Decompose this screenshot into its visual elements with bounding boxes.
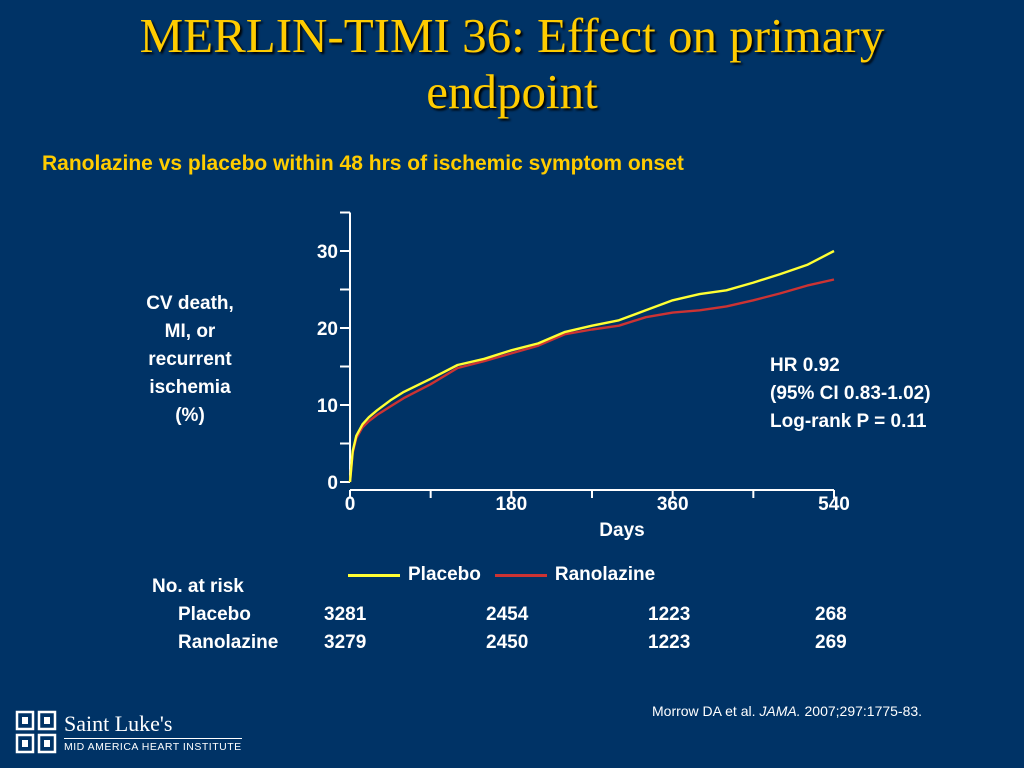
y-label-line: ischemia [149,377,231,398]
series-line-placebo [348,249,835,483]
y-label-line: (%) [175,405,205,426]
citation-authors: Morrow DA et al. [652,703,760,719]
at-risk-value: 268 [815,604,847,625]
y-axis-label: CV death, MI, or recurrent ischemia (%) [130,290,250,430]
at-risk-value: 1223 [648,632,691,653]
x-tick-label: 180 [495,494,527,515]
institution-logo: Saint Luke's MID AMERICA HEART INSTITUTE [14,708,242,756]
x-tick-label: 360 [657,494,689,515]
confidence-interval: (95% CI 0.83-1.02) [770,383,931,404]
chart-legend: Placebo Ranolazine [348,564,669,586]
y-label-line: recurrent [148,349,232,370]
at-risk-row: Placebo 3281 2454 1223 268 [178,604,847,626]
logo-subtitle: MID AMERICA HEART INSTITUTE [64,737,242,753]
at-risk-title: No. at risk [152,576,244,597]
legend-entry-ranolazine: Ranolazine [494,564,656,586]
at-risk-value: 3281 [324,604,367,625]
log-rank-p: Log-rank P = 0.11 [770,411,927,432]
y-label-line: MI, or [164,321,216,342]
legend-entry-placebo: Placebo [348,564,481,586]
at-risk-value: 2454 [486,604,529,625]
x-tick-label: 540 [818,494,850,515]
legend-swatch-placebo [348,573,400,577]
slide-subtitle: Ranolazine vs placebo within 48 hrs of i… [42,152,684,175]
title-line-2: endpoint [426,64,598,119]
citation-journal: JAMA. [759,703,801,719]
hazard-ratio: HR 0.92 [770,355,840,376]
at-risk-value: 269 [815,632,847,653]
at-risk-value: 3279 [324,632,367,653]
y-tick-label: 20 [317,319,338,340]
y-tick-label: 10 [317,396,338,417]
at-risk-row-label: Placebo [178,604,251,625]
saint-lukes-cross-logo-icon [15,710,57,754]
stats-annotation: HR 0.92 (95% CI 0.83-1.02) Log-rank P = … [770,352,931,436]
citation-details: 2007;297:1775-83. [800,703,923,719]
citation: Morrow DA et al. JAMA. 2007;297:1775-83. [652,703,922,719]
y-label-line: CV death, [146,293,234,314]
x-tick-label: 0 [345,494,356,515]
legend-swatch-ranolazine [494,573,547,577]
y-tick-label: 30 [317,242,338,263]
x-axis-label: Days [599,520,644,541]
at-risk-value: 1223 [648,604,691,625]
legend-label-ranolazine: Ranolazine [554,564,656,585]
y-tick-label: 0 [327,473,338,494]
at-risk-value: 2450 [486,632,529,653]
at-risk-row-label: Ranolazine [178,632,279,653]
slide-title: MERLIN-TIMI 36: Effect on primary endpoi… [0,8,1024,120]
title-line-1: MERLIN-TIMI 36: Effect on primary [139,8,885,63]
legend-label-placebo: Placebo [408,564,481,585]
at-risk-row: Ranolazine 3279 2450 1223 269 [178,632,847,654]
series-line-ranolazine [348,278,835,483]
logo-name: Saint Luke's [64,710,173,736]
